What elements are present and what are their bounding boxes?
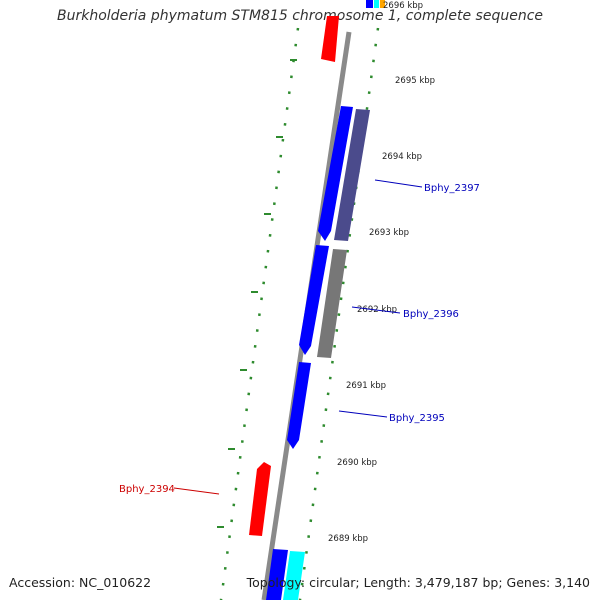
leader-bphy-2397 (374, 179, 423, 188)
kbp-label-2694: 2694 kbp (382, 152, 422, 162)
kbp-label-2693: 2693 kbp (369, 228, 409, 238)
gene-label-bphy-2395[interactable]: Bphy_2395 (389, 413, 445, 424)
gene-bphy-2394-red (249, 462, 271, 536)
gene-label-bphy-2397[interactable]: Bphy_2397 (424, 183, 480, 194)
kbp-label-2696: 2696 kbp (383, 1, 423, 11)
feature-blue-top (366, 0, 373, 8)
leader-bphy-2396 (351, 306, 401, 314)
feature-cyan-top (374, 0, 379, 8)
gene-bphy-2396-blue (299, 245, 329, 355)
kbp-label-2690: 2690 kbp (337, 458, 377, 468)
leader-bphy-2394 (173, 487, 220, 495)
map-title: Burkholderia phymatum STM815 chromosome … (56, 8, 543, 24)
feature-blue-bottom (266, 549, 288, 600)
gene-red-top (321, 16, 339, 62)
gene-label-bphy-2396[interactable]: Bphy_2396 (403, 309, 459, 320)
gene-bphy-2397-purple (334, 109, 370, 241)
kbp-label-2689: 2689 kbp (328, 534, 368, 544)
kbp-label-2691: 2691 kbp (346, 381, 386, 391)
inner-major-ticks (217, 59, 297, 528)
gene-bphy-2395-blue (287, 362, 311, 449)
gene-bphy-2396-gray (317, 249, 347, 358)
feature-orange-top (380, 0, 385, 8)
leader-bphy-2395 (338, 410, 388, 418)
sequence-summary: Topology: circular; Length: 3,479,187 bp… (246, 575, 590, 590)
accession-text: Accession: NC_010622 (9, 575, 152, 590)
gene-bphy-2397-blue (318, 106, 353, 241)
kbp-label-2695: 2695 kbp (395, 76, 435, 86)
inner-tick-ring (219, 27, 300, 600)
feature-cyan-bottom (283, 551, 305, 600)
gene-label-bphy-2394[interactable]: Bphy_2394 (119, 484, 175, 495)
